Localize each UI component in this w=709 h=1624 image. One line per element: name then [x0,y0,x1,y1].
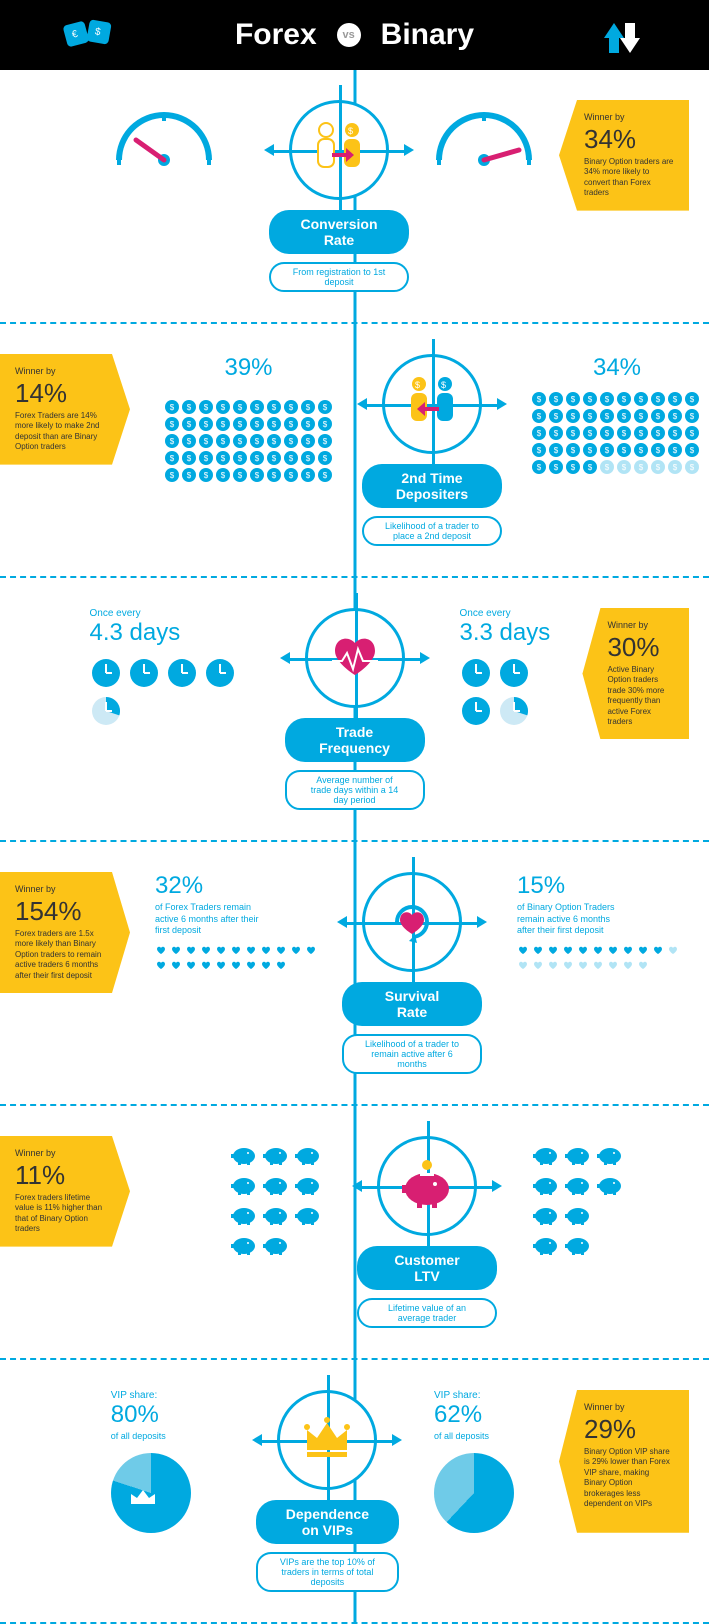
section-icon-frequency [305,608,405,708]
winner-pct: 34% [584,124,674,155]
pie-chart-left [111,1453,221,1533]
pig-grid-right [532,1144,689,1256]
section-ltv: Winner by 11% Forex traders lifetime val… [0,1106,709,1360]
dot-grid-left: $$$$$$$$$$$$$$$$$$$$$$$$$$$$$$$$$$$$$$$$… [165,400,332,482]
dice-icon: € $ [60,13,120,58]
winner-box: Winner by 30% Active Binary Option trade… [582,608,689,739]
clock-row-left [90,657,250,727]
gauge-left-icon [104,100,224,170]
heart-row-left [155,945,327,972]
winner-box: Winner by 14% Forex Traders are 14% more… [0,354,130,465]
section-icon-deposit: $ $ [382,354,482,454]
winner-box: Winner by 34% Binary Option traders are … [559,100,689,211]
pig-grid-left [230,1136,322,1256]
svg-text:$: $ [348,126,353,136]
clock-row-right [460,657,568,727]
header-bar: € $ Forex vs Binary [0,0,709,70]
section-survival: Winner by 154% Forex traders are 1.5x mo… [0,842,709,1106]
section-icon-ltv [377,1136,477,1236]
section-frequency: Once every 4.3 days [0,578,709,842]
heart-row-right [517,945,689,972]
dot-grid-right: $$$$$$$$$$$$$$$$$$$$$$$$$$$$$$$$$$$$$$$$… [532,392,702,474]
header-left-title: Forex [235,18,317,52]
section-icon-vips [277,1390,377,1490]
section-icon-conversion: $ [289,100,389,200]
header-right-title: Binary [381,18,474,52]
header-vs-badge: vs [337,23,361,47]
section-second-deposit: Winner by 14% Forex Traders are 14% more… [0,324,709,578]
section-title: Conversion Rate [269,210,409,254]
pie-chart-right [434,1453,544,1533]
svg-text:$: $ [441,380,446,390]
section-vips: VIP share: 80% of all deposits Dependenc… [0,1360,709,1624]
section-subtitle: From registration to 1st deposit [269,262,409,292]
winner-box: Winner by 154% Forex traders are 1.5x mo… [0,872,130,993]
gauge-right-icon [424,100,544,170]
section-conversion: $ Conversion Rate From registration to 1… [0,70,709,324]
arrows-icon [599,13,649,58]
winner-label: Winner by [584,112,674,122]
winner-box: Winner by 11% Forex traders lifetime val… [0,1136,130,1247]
section-icon-survival [362,872,462,972]
winner-box: Winner by 29% Binary Option VIP share is… [559,1390,689,1533]
stat-value: 39% [224,354,272,382]
winner-desc: Binary Option traders are 34% more likel… [584,157,674,199]
svg-text:$: $ [415,380,420,390]
